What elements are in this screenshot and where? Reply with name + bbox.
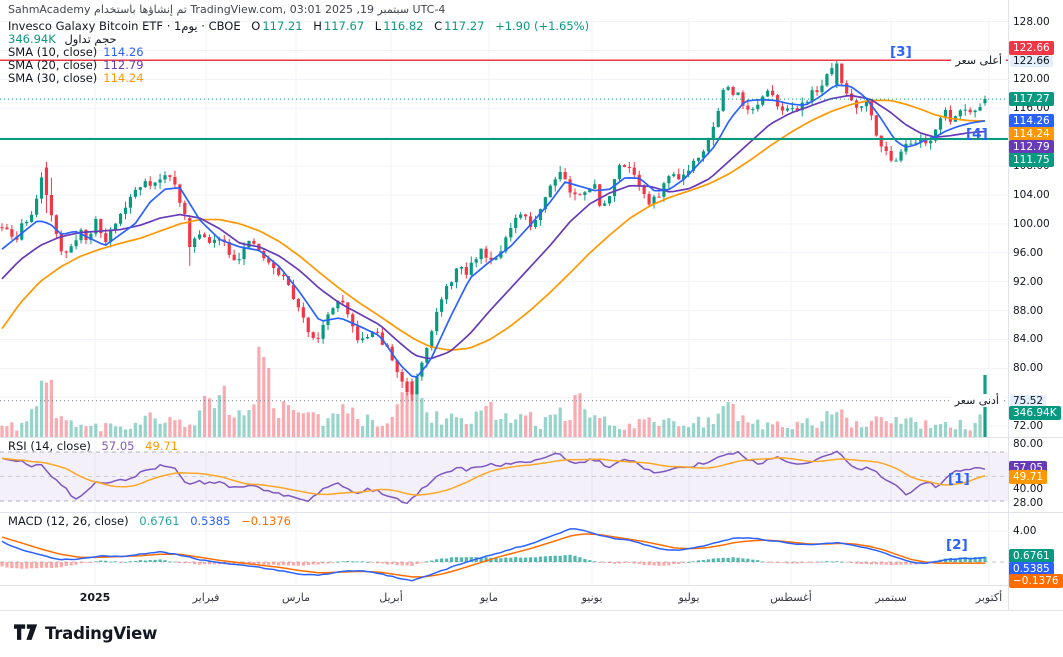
sma-legend-row: SMA (30, close) 114.24 — [8, 72, 589, 85]
axis-price-label: 40.00 — [1013, 483, 1044, 495]
low-label: L — [374, 19, 382, 33]
sma-legend-row: SMA (20, close) 112.79 — [8, 59, 589, 72]
tradingview-logo-icon — [14, 624, 38, 640]
macd-legend[interactable]: MACD (12, 26, close) 0.6761 0.5385 −0.13… — [8, 514, 291, 528]
sma-value: 114.24 — [103, 71, 144, 85]
axis-value-badge: 346.94K — [1009, 406, 1061, 420]
axis-month-label: مارس — [282, 591, 310, 604]
chart-canvas[interactable] — [0, 0, 1063, 620]
axis-value-badge: 49.71 — [1009, 470, 1048, 484]
axis-month-label: أبريل — [379, 591, 403, 604]
axis-value-badge: 111.75 — [1009, 153, 1054, 167]
price-axis[interactable]: 128.00120.00116.00108.00104.00100.0096.0… — [1008, 0, 1063, 612]
open-label: O — [251, 19, 261, 33]
sma-value: 114.26 — [103, 45, 144, 59]
high-value: 117.67 — [323, 19, 365, 33]
macd-line-value: 0.5385 — [190, 514, 231, 528]
sma-label: SMA (20, close) — [8, 58, 98, 72]
axis-year-label: 2025 — [79, 591, 111, 604]
rsi-ma-value: 49.71 — [145, 439, 179, 453]
axis-month-label: يوليو — [678, 591, 700, 604]
macd-signal-value: −0.1376 — [241, 514, 291, 528]
exchange-label: CBOE — [208, 19, 241, 33]
axis-value-badge: 0.6761 — [1009, 549, 1054, 563]
sma-legend-row: SMA (10, close) 114.26 — [8, 46, 589, 59]
low-value: 116.82 — [383, 19, 424, 33]
axis-value-badge: 117.27 — [1009, 92, 1054, 106]
time-axis[interactable]: 2025 فبراير مارس أبريل مايو يونيو يوليو أغسطس سب… — [0, 585, 1008, 610]
sma-legend-rows: SMA (10, close) 114.26 SMA (20, close) 112.… — [8, 46, 589, 85]
macd-hist-value: 0.6761 — [139, 514, 180, 528]
highest-price-label: أعلى سعر — [951, 54, 1006, 67]
annotation-marker-4[interactable]: [4] — [966, 126, 988, 142]
lowest-price-label: أدنى سعر — [950, 394, 1003, 407]
axis-price-label: 80.00 — [1013, 362, 1044, 374]
axis-month-label: فبراير — [192, 591, 220, 604]
axis-price-label: 128.00 — [1013, 16, 1050, 28]
rsi-legend[interactable]: RSI (14, close) 57.05 49.71 — [8, 439, 178, 453]
axis-value-badge: 122.66 — [1009, 41, 1054, 55]
volume-row: 346.94K حجم تداول — [8, 33, 589, 46]
high-label: H — [313, 19, 322, 33]
open-value: 117.21 — [262, 19, 303, 33]
volume-label: حجم تداول — [64, 32, 117, 46]
macd-title: MACD (12, 26, close) — [8, 514, 129, 528]
axis-price-label: 96.00 — [1013, 247, 1044, 259]
rsi-value: 57.05 — [101, 439, 135, 453]
axis-value-badge: −0.1376 — [1009, 574, 1063, 588]
axis-month-label: سبتمبر — [875, 591, 907, 604]
attribution-text: SahmAcademy تم إنشاؤها باستخدام TradingV… — [8, 3, 446, 16]
volume-value: 346.94K — [8, 32, 56, 46]
axis-month-label: أكتوبر — [975, 591, 1003, 604]
axis-highlight-label: 75.52 — [1010, 395, 1047, 407]
axis-price-label: 120.00 — [1013, 73, 1050, 85]
axis-value-badge: 112.79 — [1009, 140, 1054, 154]
interval-label: 1يوم — [174, 19, 198, 33]
close-label: C — [434, 19, 443, 33]
tradingview-logo[interactable]: TradingView — [14, 623, 157, 643]
symbol-row: Invesco Galaxy Bitcoin ETF · 1يوم · CBOE… — [8, 20, 589, 33]
axis-price-label: 4.00 — [1013, 525, 1037, 537]
axis-value-badge: 114.26 — [1009, 114, 1054, 128]
close-value: 117.27 — [444, 19, 485, 33]
tradingview-logo-text: TradingView — [45, 623, 158, 643]
axis-price-label: 104.00 — [1013, 189, 1050, 201]
ohlc-values: O 117.21 H 117.67 L 116.82 C 117.27 +1.90 (+… — [244, 19, 589, 33]
rsi-title: RSI (14, close) — [8, 439, 91, 453]
axis-price-label: 100.00 — [1013, 218, 1050, 230]
symbol-title: Invesco Galaxy Bitcoin ETF — [8, 19, 164, 33]
change-value: +1.90 (+1.65%) — [495, 19, 590, 33]
axis-price-label: 72.00 — [1013, 420, 1044, 432]
separator-dot: · — [166, 19, 171, 33]
sma-label: SMA (10, close) — [8, 45, 98, 59]
axis-value-badge: 0.5385 — [1009, 562, 1054, 576]
annotation-marker-2[interactable]: [2] — [946, 537, 968, 553]
axis-price-label: 92.00 — [1013, 276, 1044, 288]
axis-highlight-label: 122.66 — [1010, 55, 1053, 67]
symbol-legend[interactable]: Invesco Galaxy Bitcoin ETF · 1يوم · CBOE… — [8, 20, 589, 85]
separator-dot: · — [201, 19, 205, 33]
sma-label: SMA (30, close) — [8, 71, 98, 85]
axis-price-label: 80.00 — [1013, 438, 1044, 450]
axis-month-label: يونيو — [581, 591, 603, 604]
annotation-marker-1[interactable]: [1] — [948, 471, 970, 487]
axis-value-badge: 114.24 — [1009, 127, 1054, 141]
axis-price-label: 84.00 — [1013, 333, 1044, 345]
annotation-marker-3[interactable]: [3] — [890, 44, 912, 60]
axis-price-label: 28.00 — [1013, 497, 1044, 509]
axis-month-label: مايو — [480, 591, 498, 604]
axis-price-label: 88.00 — [1013, 305, 1044, 317]
sma-value: 112.79 — [103, 58, 144, 72]
axis-month-label: أغسطس — [770, 591, 812, 604]
